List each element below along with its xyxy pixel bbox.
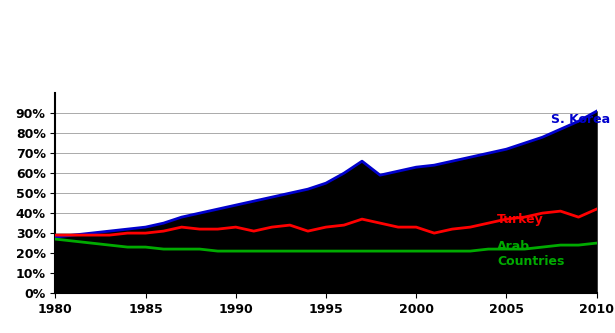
Text: GDP per capita of Turkey, Korea and Arab Countries, as percentage of French GDP : GDP per capita of Turkey, Korea and Arab…: [0, 28, 615, 56]
Text: Arab
Countries: Arab Countries: [498, 240, 565, 268]
Text: S. Korea: S. Korea: [552, 113, 611, 126]
Text: Turkey: Turkey: [498, 212, 544, 226]
